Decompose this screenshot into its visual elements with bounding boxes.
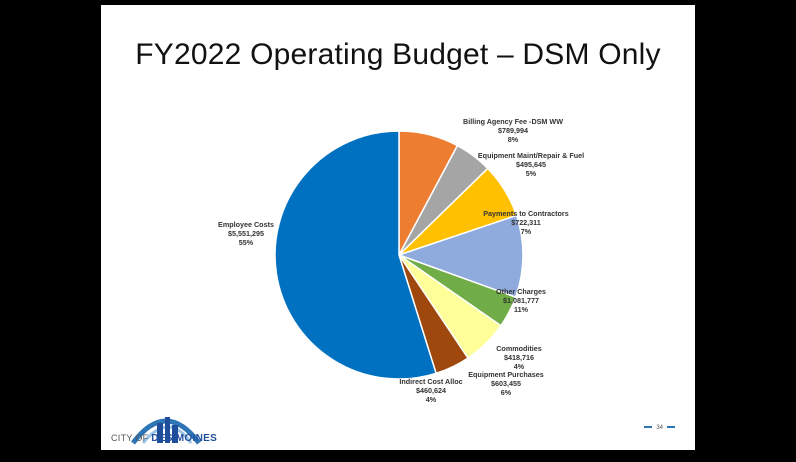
data-label: Employee Costs $5,551,295 55% <box>218 220 274 247</box>
data-label: Equipment Maint/Repair & Fuel $495,645 5% <box>478 151 584 178</box>
data-label: Indirect Cost Alloc $460,624 4% <box>399 377 462 404</box>
city-skyline-logo-icon <box>131 417 201 445</box>
data-label-amount: $722,311 <box>511 218 541 227</box>
data-label-percent: 5% <box>525 169 537 178</box>
data-label-name: Commodities <box>496 344 542 353</box>
data-label: Equipment Purchases $603,455 6% <box>468 370 544 397</box>
data-label-amount: $495,645 <box>516 160 546 169</box>
data-label-percent: 4% <box>425 395 437 404</box>
data-label-name: Equipment Purchases <box>468 370 544 379</box>
data-label-amount: $5,551,295 <box>228 229 264 238</box>
data-label-amount: $418,716 <box>504 353 534 362</box>
logo-text: CITY OF DES MOINES <box>111 433 217 444</box>
pie-slice <box>396 214 524 299</box>
data-label-percent: 6% <box>500 388 512 397</box>
data-label-amount: $603,455 <box>491 379 521 388</box>
data-label-amount: $460,624 <box>416 386 446 395</box>
data-label-name: Equipment Maint/Repair & Fuel <box>477 151 585 160</box>
data-label: Billing Agency Fee -DSM WW $789,994 8% <box>463 117 563 144</box>
data-label-amount: $1,081,777 <box>503 296 539 305</box>
data-label: Payments to Contractors $722,311 7% <box>483 209 568 236</box>
data-label-name: Employee Costs <box>218 220 274 229</box>
pie-chart <box>274 130 524 380</box>
pie-slice <box>274 130 438 380</box>
logo-name: DES MOINES <box>151 433 218 444</box>
data-label: Commodities $418,716 4% <box>496 344 542 371</box>
data-label-name: Other Charges <box>496 287 546 296</box>
data-label-name: Billing Agency Fee -DSM WW <box>463 117 563 126</box>
data-label-percent: 11% <box>514 305 528 314</box>
data-label-percent: 8% <box>507 135 519 144</box>
page-number: 34 <box>640 425 679 431</box>
data-label-percent: 4% <box>513 362 525 371</box>
data-label-percent: 55% <box>238 238 254 247</box>
slide: FY2022 Operating Budget – DSM Only Billi… <box>101 5 695 450</box>
data-label: Other Charges $1,081,777 11% <box>496 287 546 314</box>
data-label-percent: 7% <box>520 227 532 236</box>
data-label-name: Payments to Contractors <box>483 209 569 218</box>
data-label-amount: $789,994 <box>498 126 528 135</box>
logo-prefix: CITY OF <box>111 433 149 443</box>
slide-title: FY2022 Operating Budget – DSM Only <box>135 38 661 71</box>
data-label-name: Indirect Cost Alloc <box>399 377 463 386</box>
